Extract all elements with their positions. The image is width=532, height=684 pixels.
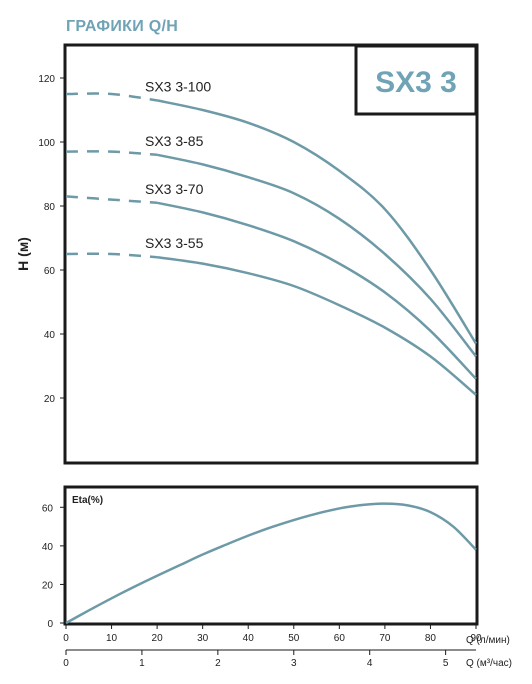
qh-y-tick-label: 100 xyxy=(38,138,55,149)
qh-curve-label: SX3 3-55 xyxy=(145,235,204,251)
q-lmin-axis: 0 10 20 30 40 50 60 70 80 90 xyxy=(63,624,482,644)
qh-y-tick-label: 120 xyxy=(38,74,55,85)
q-lmin-tick-label: 20 xyxy=(152,633,164,644)
qh-y-tick-label: 80 xyxy=(44,202,56,213)
qh-curve-label: SX3 3-85 xyxy=(145,133,204,149)
eta-y-tick-label: 0 xyxy=(47,619,53,630)
page-title: ГРАФИКИ Q/H xyxy=(66,18,179,35)
q-lmin-tick-label: 70 xyxy=(379,633,391,644)
model-label: SX3 3 xyxy=(375,66,457,99)
q-m3h-tick-label: 4 xyxy=(367,658,373,669)
q-lmin-tick-label: 90 xyxy=(470,633,482,644)
qh-y-tick-label: 60 xyxy=(44,266,56,277)
qh-curve-3 xyxy=(156,255,477,396)
qh-plot-frame xyxy=(63,43,479,465)
q-m3h-tick-label: 3 xyxy=(291,658,297,669)
eta-y-tick-label: 40 xyxy=(42,542,54,553)
q-lmin-tick-label: 50 xyxy=(288,633,300,644)
qh-curve-dashed-1 xyxy=(65,150,158,157)
qh-y-tick-label: 40 xyxy=(44,330,56,341)
q-m3h-axis-label: Q (м³/час) xyxy=(466,658,512,669)
q-lmin-tick-label: 0 xyxy=(63,633,69,644)
qh-curve-0 xyxy=(156,99,478,345)
qh-y-axis-label: H (м) xyxy=(15,237,31,271)
eta-curve xyxy=(65,502,477,625)
eta-y-axis-label: Eta(%) xyxy=(72,495,103,506)
eta-y-ticks: 0 20 40 60 xyxy=(42,503,65,630)
qh-y-axis-label-text: H (м) xyxy=(15,237,31,271)
q-m3h-tick-label: 5 xyxy=(443,658,449,669)
qh-curve-dashed-2 xyxy=(65,195,158,205)
q-lmin-tick-label: 40 xyxy=(243,633,255,644)
qh-series-group xyxy=(65,92,478,396)
q-lmin-tick-label: 60 xyxy=(334,633,346,644)
qh-curve-dashed-3 xyxy=(65,252,158,259)
model-label-box xyxy=(354,44,478,116)
eta-y-tick-label: 20 xyxy=(42,580,54,591)
qh-curve-label: SX3 3-100 xyxy=(145,78,211,94)
qh-y-tick-label: 20 xyxy=(44,394,56,405)
eta-y-tick-label: 60 xyxy=(42,503,54,514)
q-lmin-tick-label: 10 xyxy=(106,633,118,644)
qh-curve-1 xyxy=(156,153,477,358)
qh-curve-2 xyxy=(156,201,477,380)
q-m3h-tick-label: 1 xyxy=(139,658,145,669)
q-lmin-axis-label: Q (л/мин) xyxy=(466,635,510,646)
qh-y-ticks: 20 40 60 80 100 120 xyxy=(38,74,65,405)
q-m3h-tick-label: 2 xyxy=(215,658,221,669)
eta-plot-frame xyxy=(63,485,479,626)
q-lmin-tick-label: 30 xyxy=(197,633,209,644)
q-m3h-tick-label: 0 xyxy=(63,658,69,669)
qh-curve-dashed-0 xyxy=(65,92,158,102)
qh-curve-labels: SX3 3-100 SX3 3-85 SX3 3-70 SX3 3-55 xyxy=(145,78,211,251)
q-m3h-axis: 0 1 2 3 4 5 xyxy=(63,649,476,669)
q-lmin-tick-label: 80 xyxy=(425,633,437,644)
qh-curve-label: SX3 3-70 xyxy=(145,181,204,197)
eta-series-group xyxy=(65,502,477,625)
